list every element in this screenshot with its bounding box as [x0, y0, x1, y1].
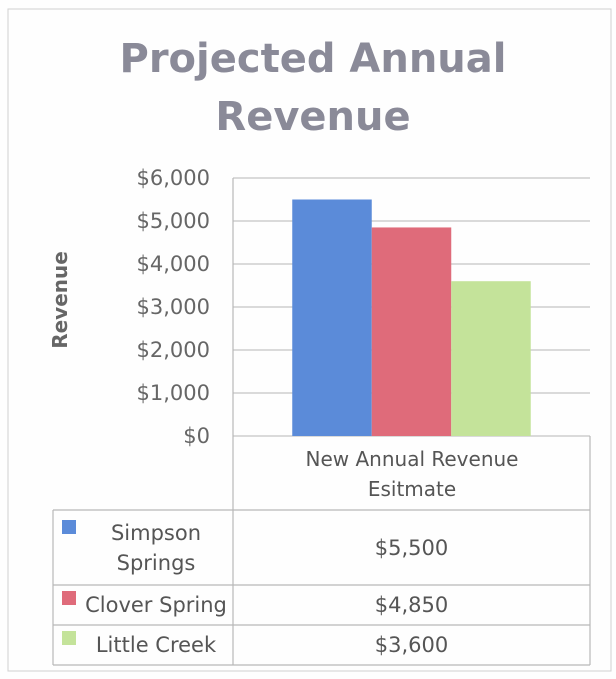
y-tick-label: $3,000: [136, 295, 210, 319]
y-tick-label: $5,000: [136, 209, 210, 233]
legend-swatch: [62, 591, 76, 605]
y-tick-label: $2,000: [136, 338, 210, 362]
chart-title: Projected Annual Revenue: [119, 36, 507, 140]
bar: [371, 227, 452, 436]
chart-border: [7, 8, 612, 672]
value-label: $3,600: [374, 633, 449, 657]
legend-label: Little Creek: [95, 633, 217, 657]
y-tick-label: $4,000: [136, 252, 210, 276]
value-label: $4,850: [374, 593, 449, 617]
legend-swatch: [62, 631, 76, 645]
y-tick-label: $0: [183, 424, 210, 448]
y-axis-label: Revenue: [48, 251, 72, 349]
bar: [292, 199, 372, 436]
legend-label: Clover Spring: [85, 593, 227, 617]
value-label: $5,500: [374, 535, 449, 560]
y-tick-label: $6,000: [136, 166, 210, 190]
legend-label: Simpson Springs: [110, 520, 202, 575]
y-tick-label: $1,000: [136, 381, 210, 405]
bar: [451, 281, 531, 436]
category-label: New Annual Revenue Esitmate: [305, 447, 519, 501]
legend-swatch: [62, 520, 76, 534]
